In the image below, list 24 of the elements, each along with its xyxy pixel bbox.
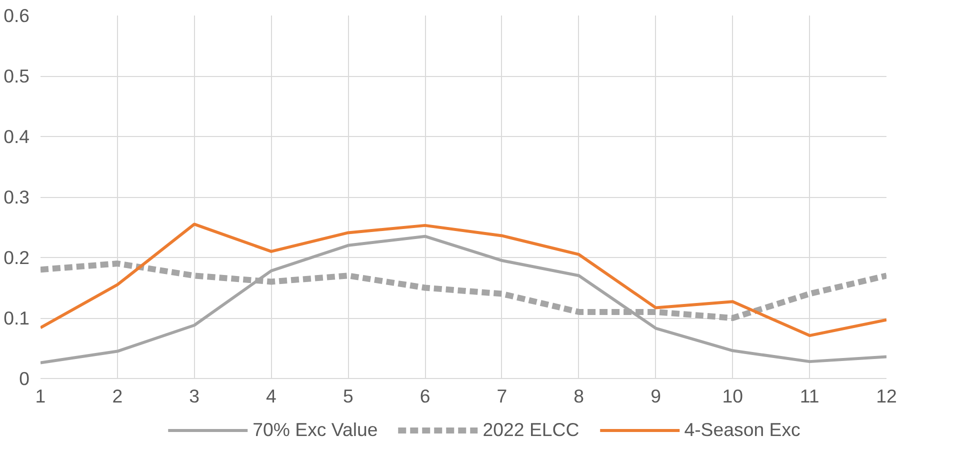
x-tick-label: 4 bbox=[266, 386, 276, 406]
x-tick-label: 9 bbox=[650, 386, 661, 406]
legend-label: 4-Season Exc bbox=[684, 419, 800, 441]
x-tick-label: 1 bbox=[35, 386, 46, 406]
legend-label: 70% Exc Value bbox=[252, 419, 378, 441]
x-tick-label: 5 bbox=[342, 386, 354, 406]
x-tick-label: 10 bbox=[722, 386, 744, 406]
x-tick-label: 2 bbox=[112, 386, 123, 406]
y-tick-label: 0 bbox=[19, 368, 30, 389]
x-tick-label: 3 bbox=[189, 386, 200, 406]
y-tick-label: 0.5 bbox=[4, 66, 30, 86]
x-tick-label: 11 bbox=[800, 386, 820, 406]
legend-label: 2022 ELCC bbox=[482, 419, 580, 441]
y-tick-label: 0.4 bbox=[4, 126, 30, 147]
x-tick-label: 7 bbox=[496, 386, 508, 406]
x-tick-label: 12 bbox=[876, 386, 897, 406]
x-tick-label: 8 bbox=[574, 386, 584, 406]
x-tick-label: 6 bbox=[420, 386, 430, 406]
y-tick-label: 0.6 bbox=[4, 5, 30, 26]
line-series bbox=[40, 234, 886, 364]
line-series bbox=[40, 222, 886, 338]
y-tick-label: 0.3 bbox=[4, 186, 30, 208]
y-tick-label: 0.2 bbox=[4, 247, 30, 268]
y-tick-label: 0.1 bbox=[4, 308, 30, 328]
